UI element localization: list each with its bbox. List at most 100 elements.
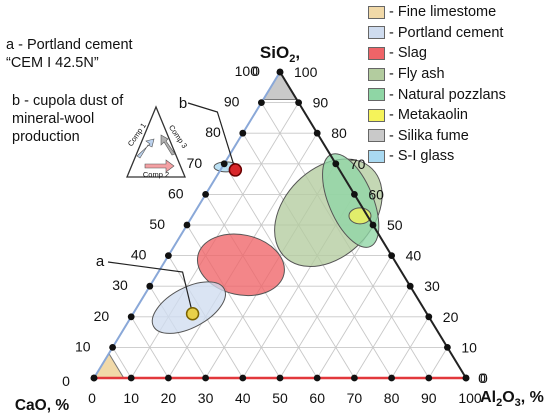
tick-label-bottom: 10 bbox=[123, 390, 139, 406]
tick-label-right: 20 bbox=[443, 309, 459, 325]
tick-dot-left bbox=[258, 99, 265, 106]
tick-label-left: 80 bbox=[205, 124, 221, 140]
point-label-b: b bbox=[179, 95, 187, 112]
tick-label-bottom: 80 bbox=[384, 390, 400, 406]
grid-line-cao bbox=[223, 163, 355, 379]
tick-label-right: 50 bbox=[387, 217, 403, 233]
tick-dot-bottom bbox=[351, 374, 358, 382]
region-slag bbox=[196, 233, 285, 297]
tick-label-bottom: 90 bbox=[421, 390, 437, 406]
legend-label: - Slag bbox=[389, 45, 427, 62]
point-b bbox=[228, 163, 243, 177]
tick-label-bottom: 60 bbox=[309, 390, 325, 406]
leader-line-a bbox=[107, 261, 194, 314]
legend-swatch bbox=[368, 108, 385, 122]
legend-label: - S-I glass bbox=[389, 148, 455, 165]
legend-item: - Metakaolin bbox=[368, 105, 506, 126]
tick-label-right: 100 bbox=[294, 64, 318, 80]
legend-swatch bbox=[368, 129, 385, 143]
legend-label: - Fine limestome bbox=[389, 4, 497, 21]
tick-dot-right bbox=[313, 129, 321, 137]
tick-dot-right bbox=[295, 99, 302, 106]
annotation-b: b - cupola dust of mineral-wool producti… bbox=[12, 92, 123, 146]
region-fine-limestome bbox=[93, 352, 125, 379]
tick-dot-left bbox=[109, 344, 116, 351]
tick-dot-bottom bbox=[127, 374, 135, 382]
annotation-a-line1: a - Portland cement bbox=[6, 37, 133, 53]
point-label-a: a bbox=[96, 253, 105, 270]
tick-dot-right bbox=[444, 344, 451, 351]
legend-label: - Silika fume bbox=[389, 127, 469, 144]
tick-label-top-zero: 0 bbox=[252, 63, 260, 79]
grid-line-cao bbox=[130, 316, 169, 379]
tick-dot-left bbox=[202, 191, 210, 198]
inset-triangle bbox=[126, 105, 186, 178]
legend-item: - Fly ash bbox=[368, 64, 506, 85]
tick-label-left: 20 bbox=[94, 308, 110, 324]
legend-swatch bbox=[368, 149, 385, 163]
tick-label-bottom: 40 bbox=[235, 390, 251, 406]
legend-swatch bbox=[368, 88, 385, 102]
leader-line-b bbox=[187, 102, 236, 171]
legend-item: - Natural pozzlans bbox=[368, 84, 506, 105]
tick-label-right: 10 bbox=[461, 339, 477, 355]
annotation-a: a - Portland cement “CEM I 42.5N” bbox=[6, 36, 133, 72]
tick-label-bottom: 100 bbox=[458, 390, 482, 406]
tick-label-right: 40 bbox=[406, 248, 422, 264]
grid-line-al2o3 bbox=[279, 224, 374, 379]
tick-label-left: 40 bbox=[131, 247, 147, 263]
tick-dot-right bbox=[351, 191, 358, 198]
tick-label-left: 60 bbox=[168, 185, 184, 201]
tick-label-left: 100 bbox=[235, 63, 259, 79]
legend-item: - Slag bbox=[368, 43, 506, 64]
inset-arrow-3 bbox=[160, 134, 176, 156]
point-a bbox=[185, 306, 200, 321]
tick-label-bottom: 70 bbox=[347, 390, 363, 406]
tick-label-right: 0 bbox=[480, 370, 488, 386]
grid-line-al2o3 bbox=[316, 255, 392, 379]
tick-label-left: 70 bbox=[187, 155, 203, 171]
inset-arrow-2 bbox=[144, 159, 175, 173]
tick-label-left: 90 bbox=[224, 94, 240, 110]
grid-line-al2o3 bbox=[428, 347, 448, 379]
tick-label-right: 60 bbox=[368, 186, 384, 202]
tick-dot-right bbox=[332, 160, 340, 168]
tick-label-bottom: 50 bbox=[272, 390, 288, 406]
tick-dot-bottom bbox=[388, 374, 395, 382]
tick-dot-left bbox=[239, 129, 247, 137]
annotation-b-line1: b - cupola dust of bbox=[12, 93, 124, 109]
tick-label-left: 0 bbox=[62, 373, 70, 389]
legend-label: - Portland cement bbox=[389, 24, 504, 41]
tick-dot-left bbox=[220, 160, 228, 168]
annotation-b-line2: mineral-wool bbox=[12, 111, 95, 127]
tick-label-right-zero: 0 bbox=[478, 370, 486, 386]
tick-dot-bottom bbox=[276, 374, 284, 382]
tick-dot-bottom bbox=[462, 374, 470, 382]
tick-dot-left bbox=[165, 252, 172, 259]
tick-dot-bottom bbox=[425, 374, 433, 382]
chart-legend: - Fine limestome - Portland cement - Slag -… bbox=[368, 2, 506, 167]
tick-dot-left bbox=[276, 68, 284, 76]
axis-label-al2o3: Al2O3, % bbox=[480, 389, 544, 409]
inset-arrow-1 bbox=[136, 138, 155, 159]
tick-dot-right bbox=[425, 313, 433, 321]
tick-dot-bottom bbox=[239, 374, 247, 382]
tick-dot-right bbox=[388, 252, 395, 259]
axis-label-sio2: SiO2, bbox=[260, 43, 300, 65]
tick-dot-bottom bbox=[90, 374, 98, 382]
tick-label-right: 80 bbox=[331, 125, 347, 141]
legend-item: - Portland cement bbox=[368, 23, 506, 44]
legend-swatch bbox=[368, 26, 385, 40]
tick-dot-left bbox=[127, 313, 135, 321]
tick-dot-right bbox=[369, 221, 377, 229]
tick-dot-bottom bbox=[165, 374, 172, 382]
legend-item: - S-I glass bbox=[368, 146, 506, 167]
annotation-a-line2: “CEM I 42.5N” bbox=[6, 55, 99, 71]
legend-label: - Fly ash bbox=[389, 66, 445, 83]
tick-label-bottom: 30 bbox=[198, 390, 214, 406]
legend-item: - Silika fume bbox=[368, 126, 506, 147]
axis-label-cao: CaO, % bbox=[15, 397, 69, 414]
tick-label-right: 70 bbox=[350, 156, 366, 172]
grid-line-al2o3 bbox=[391, 316, 430, 379]
